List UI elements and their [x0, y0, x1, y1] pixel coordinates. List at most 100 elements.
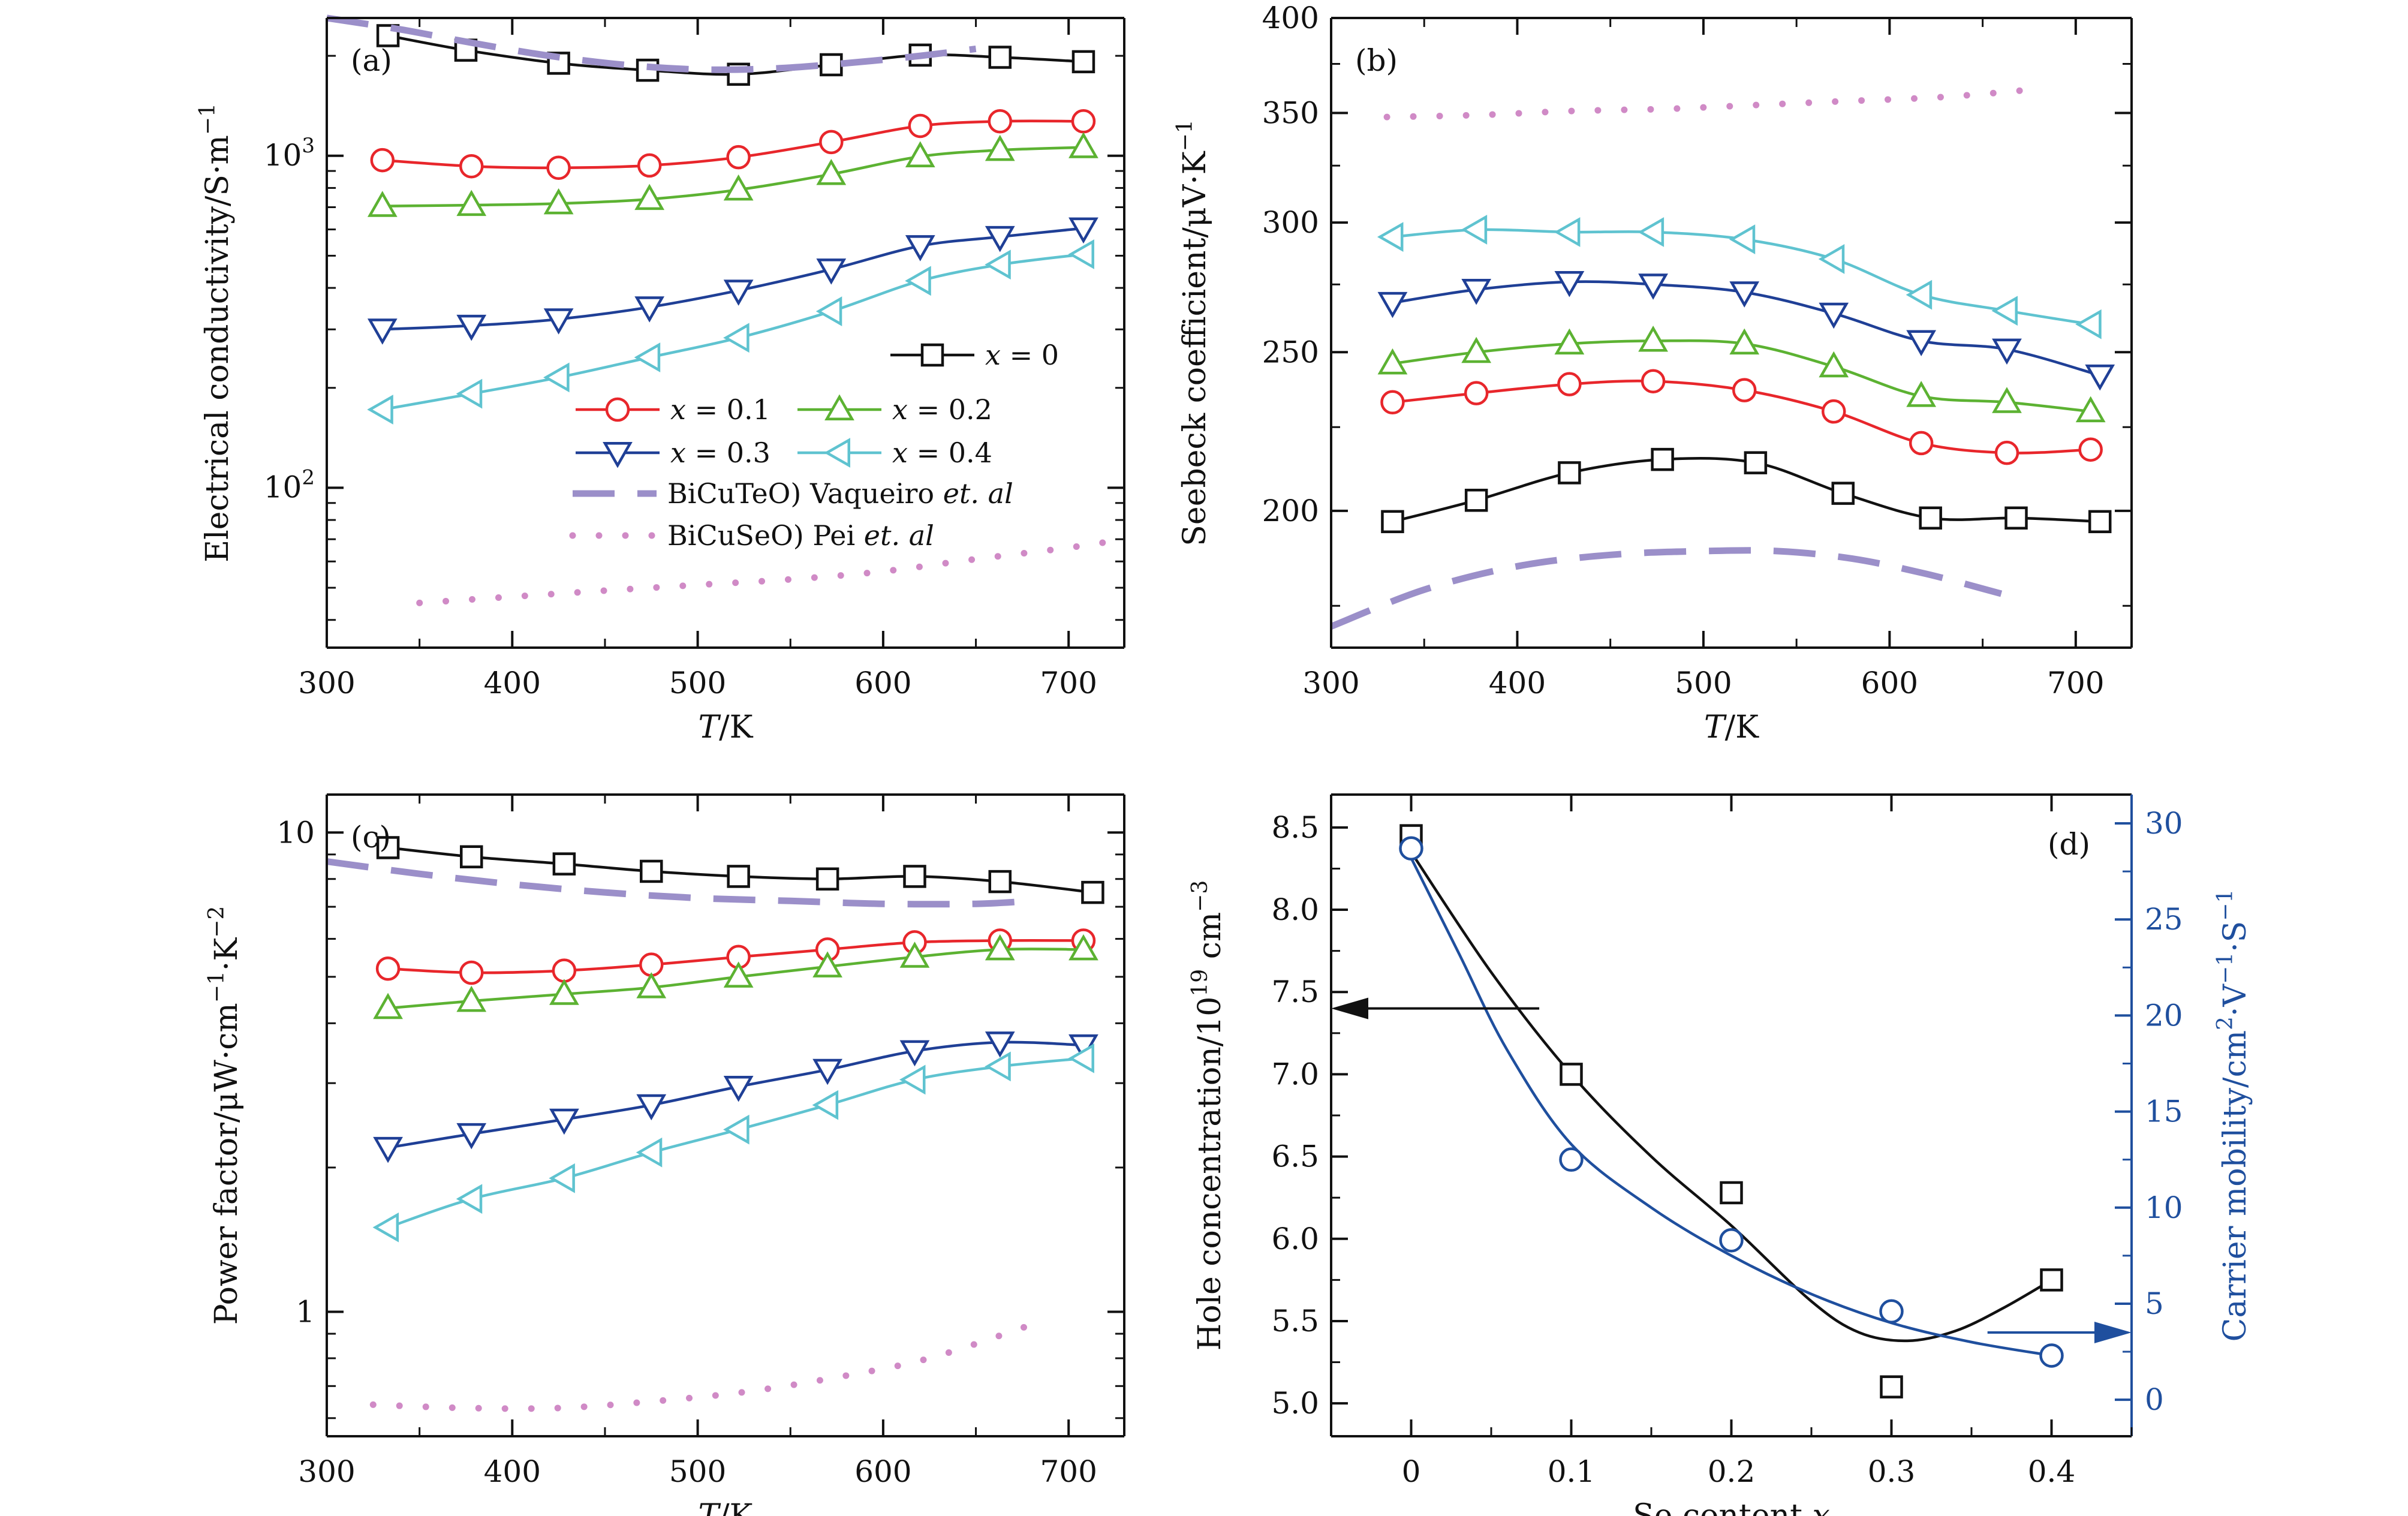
data-point-x04-1: [456, 378, 483, 409]
data-point-x0-4: [1744, 451, 1768, 474]
data-point-mobility-4: [2039, 1343, 2064, 1368]
data-point-hole-2: [1720, 1181, 1743, 1205]
data-point-x0-6: [903, 865, 926, 888]
data-point-x02-4: [723, 961, 754, 988]
series-line-x04: [382, 252, 1084, 411]
data-point-x0-7: [988, 870, 1012, 894]
series-line-vaqueiro: [326, 14, 977, 73]
data-point-x02-6: [1906, 381, 1937, 407]
data-point-x04-6: [899, 1064, 926, 1095]
panel-label: (a): [351, 43, 392, 78]
data-point-x04-3: [636, 1137, 663, 1168]
data-point-x01-2: [546, 155, 571, 181]
data-point-x02-2: [543, 188, 574, 215]
data-point-x01-6: [1909, 431, 1934, 456]
y-axis-title: Electrical conductivity/S·m−1: [195, 103, 236, 563]
y-right-tick-label: 20: [2145, 998, 2183, 1033]
x-tick-label: 400: [484, 666, 541, 700]
legend-entry-x01: x = 0.1: [576, 393, 770, 426]
y-left-tick-label: 8.0: [1271, 892, 1319, 927]
series-x03: [367, 217, 1098, 345]
fit-curve-left: [1410, 851, 2052, 1343]
legend-label-x04: x = 0.4: [892, 437, 992, 469]
x-tick-label: 700: [2047, 666, 2104, 700]
data-point-x01-0: [1380, 390, 1405, 415]
data-point-x03-8: [1068, 217, 1098, 244]
series-x0: [376, 24, 1095, 86]
data-point-x04-4: [1729, 224, 1756, 254]
data-point-x02-6: [905, 141, 935, 167]
y-left-tick-label: 5.0: [1271, 1386, 1319, 1421]
x-tick-label: 0.4: [2028, 1454, 2076, 1489]
series-x0: [376, 836, 1104, 904]
data-point-x0-0: [1381, 510, 1404, 534]
data-point-x03-1: [456, 314, 487, 341]
data-point-x0-3: [640, 859, 663, 883]
series-pei: [1383, 85, 2042, 121]
x-tick-label: 600: [1861, 666, 1918, 700]
x-tick-label: 500: [1675, 666, 1732, 700]
data-point-x02-8: [1068, 132, 1098, 158]
x-tick-label: 500: [669, 1454, 726, 1489]
data-point-x0-1: [460, 845, 483, 868]
data-point-x03-3: [634, 296, 665, 323]
series-line-pei: [369, 1321, 1035, 1412]
data-point-x03-1: [456, 1123, 487, 1150]
axis-arrowhead-right: [2094, 1322, 2132, 1344]
series-x02: [367, 132, 1098, 217]
data-point-hole-1: [1560, 1063, 1583, 1086]
data-point-x03-7: [985, 225, 1015, 252]
data-point-x03-2: [1554, 270, 1585, 297]
legend-marker-x02: [824, 394, 854, 420]
data-point-x04-7: [985, 1051, 1011, 1082]
series-vaqueiro: [1329, 547, 2003, 630]
panel-label: (c): [351, 820, 391, 855]
data-point-x03-1: [1461, 278, 1492, 305]
data-point-x02-4: [1729, 328, 1760, 355]
data-point-mobility-3: [1879, 1299, 1904, 1324]
legend-marker-x04: [824, 438, 850, 468]
x-axis-title: Se content x: [1633, 1498, 1830, 1516]
chart-panel-3: 0 0.1 0.2 0.3 0.4 5.0 5.5 6.0 6.5 7.0 7.5 8.0 8.5 0 5 1…: [1188, 793, 2253, 1516]
series-x01: [1380, 369, 2103, 465]
data-point-x02-0: [373, 992, 403, 1019]
data-point-x04-3: [1638, 217, 1664, 247]
legend-entry-x02: x = 0.2: [797, 393, 992, 426]
data-point-x01-5: [819, 130, 844, 155]
data-point-x02-8: [1068, 934, 1098, 961]
y-axis-title: Power factor/μW·cm−1·K−2: [204, 906, 245, 1325]
data-point-x0-5: [815, 867, 839, 891]
data-point-x01-7: [988, 109, 1013, 134]
data-point-x04-5: [815, 296, 842, 327]
y-right-tick-label: 0: [2145, 1382, 2164, 1417]
legend-label-pei: BiCuSeO) Pei et. al: [667, 519, 934, 552]
y-right-tick-label: 10: [2145, 1190, 2183, 1225]
data-point-x01-6: [908, 113, 933, 139]
series-line-pei: [416, 536, 1128, 606]
x-tick-label: 700: [1040, 1454, 1097, 1489]
y-tick-label: 1: [296, 1294, 315, 1329]
series-x02: [373, 934, 1098, 1019]
legend-entry-pei: BiCuSeO) Pei et. al: [569, 519, 934, 552]
data-point-x01-4: [1732, 378, 1757, 402]
data-point-x02-4: [723, 174, 754, 201]
y-right-tick-label: 15: [2145, 1094, 2183, 1129]
y-left-tick-label: 7.0: [1271, 1057, 1319, 1091]
data-point-x04-6: [905, 266, 931, 296]
data-point-x01-3: [1641, 369, 1666, 393]
data-point-x03-7: [1992, 338, 2022, 365]
series-x02: [1377, 325, 2106, 423]
series-x04: [1377, 215, 2102, 339]
y-right-axis-title: Carrier mobility/cm2·V−1·S−1: [2213, 889, 2253, 1342]
y-tick-label: 200: [1262, 494, 1319, 528]
y-right-tick-label: 5: [2145, 1286, 2164, 1321]
data-point-x0-7: [2004, 506, 2028, 530]
series-x0: [1381, 447, 2112, 534]
data-point-x02-6: [899, 942, 930, 968]
series-x04: [372, 1043, 1094, 1243]
series-pei: [416, 536, 1128, 606]
y-right-tick-label: 25: [2145, 902, 2183, 937]
y-axis-title: Seebeck coefficient/μV·K−1: [1173, 119, 1213, 546]
x-tick-label: 0: [1402, 1454, 1421, 1489]
